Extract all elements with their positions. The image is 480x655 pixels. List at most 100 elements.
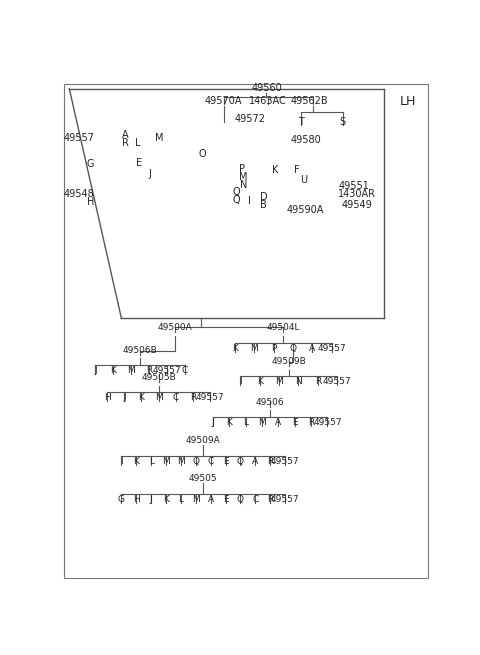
Text: J: J (212, 418, 214, 427)
Text: 49557: 49557 (153, 366, 181, 375)
Text: 49590A: 49590A (287, 205, 324, 215)
Text: 49557: 49557 (317, 344, 346, 353)
Text: M: M (258, 418, 266, 427)
Text: K: K (232, 344, 238, 353)
Text: B: B (261, 200, 267, 210)
Text: L: L (179, 495, 183, 504)
Text: H: H (104, 393, 110, 402)
Text: I: I (248, 196, 251, 206)
Text: M: M (155, 133, 164, 143)
Text: Q: Q (232, 195, 240, 204)
Text: R: R (190, 393, 196, 402)
Text: O: O (198, 149, 206, 159)
Text: G: G (118, 495, 125, 504)
Text: L: L (243, 418, 248, 427)
Text: C: C (207, 457, 214, 466)
Text: Q: Q (192, 457, 199, 466)
Text: M: M (250, 344, 258, 353)
Text: 49557: 49557 (64, 133, 95, 143)
Text: 49557: 49557 (271, 495, 300, 504)
Text: 49509B: 49509B (271, 357, 306, 366)
Text: 49549: 49549 (341, 200, 372, 210)
Text: N: N (240, 180, 247, 190)
Text: Q: Q (237, 495, 244, 504)
Text: 49551: 49551 (338, 181, 369, 191)
Text: F: F (294, 166, 300, 176)
Text: 49500A: 49500A (158, 324, 192, 332)
Text: 49570A: 49570A (205, 96, 242, 106)
Text: Q: Q (232, 187, 240, 197)
Text: 49505B: 49505B (141, 373, 176, 383)
Text: 49504L: 49504L (266, 324, 300, 332)
Text: K: K (272, 166, 278, 176)
Text: K: K (133, 457, 139, 466)
Text: M: M (275, 377, 283, 386)
Text: 49505: 49505 (189, 474, 217, 483)
Text: R: R (121, 138, 129, 148)
Text: N: N (295, 377, 302, 386)
Text: 49572: 49572 (234, 114, 265, 124)
Text: L: L (135, 138, 141, 148)
Text: R: R (267, 495, 273, 504)
Text: P: P (239, 164, 245, 174)
Text: 49557: 49557 (196, 393, 224, 402)
Text: 49548: 49548 (64, 189, 95, 198)
Text: Q: Q (289, 344, 296, 353)
Text: A: A (122, 130, 129, 140)
Text: J: J (150, 495, 153, 504)
Text: G: G (87, 159, 94, 170)
Text: I: I (239, 377, 242, 386)
Text: M: M (155, 393, 162, 402)
Text: 49557: 49557 (323, 377, 351, 386)
Text: 49506B: 49506B (122, 346, 157, 355)
Text: U: U (300, 174, 308, 185)
Text: 49509A: 49509A (186, 436, 221, 445)
Text: C: C (173, 393, 179, 402)
Text: J: J (149, 170, 152, 179)
Text: 1430AR: 1430AR (337, 189, 375, 198)
Text: K: K (227, 418, 232, 427)
Text: L: L (149, 457, 154, 466)
Text: A: A (276, 418, 281, 427)
Text: 49557: 49557 (271, 457, 300, 466)
Text: H: H (87, 197, 94, 207)
Text: 49506: 49506 (256, 398, 285, 407)
Text: E: E (136, 159, 142, 168)
Text: K: K (139, 393, 144, 402)
Text: LH: LH (400, 95, 416, 107)
Text: E: E (292, 418, 298, 427)
Text: C: C (252, 495, 258, 504)
Text: K: K (257, 377, 263, 386)
Text: Q: Q (237, 457, 244, 466)
Text: C: C (181, 366, 188, 375)
Text: I: I (120, 457, 123, 466)
Text: M: M (127, 366, 135, 375)
Text: 1463AC: 1463AC (250, 96, 287, 106)
Text: R: R (146, 366, 152, 375)
Text: E: E (223, 457, 228, 466)
Text: R: R (267, 457, 273, 466)
Text: A: A (252, 457, 258, 466)
Text: A: A (309, 344, 315, 353)
Text: K: K (163, 495, 169, 504)
Text: R: R (308, 418, 314, 427)
Text: 49560: 49560 (251, 83, 282, 93)
Text: J: J (94, 366, 96, 375)
Text: M: M (192, 495, 200, 504)
Text: P: P (271, 344, 276, 353)
Text: M: M (177, 457, 185, 466)
Text: K: K (110, 366, 116, 375)
Text: 49580: 49580 (290, 135, 321, 145)
Text: A: A (207, 495, 214, 504)
Text: R: R (315, 377, 321, 386)
Text: S: S (340, 117, 346, 126)
Text: 49562B: 49562B (290, 96, 328, 106)
Text: T: T (298, 117, 304, 126)
Text: E: E (223, 495, 228, 504)
Text: M: M (239, 172, 248, 182)
Text: D: D (260, 192, 268, 202)
Text: M: M (162, 457, 170, 466)
Text: J: J (123, 393, 126, 402)
Text: 49557: 49557 (313, 418, 342, 427)
Text: H: H (133, 495, 140, 504)
